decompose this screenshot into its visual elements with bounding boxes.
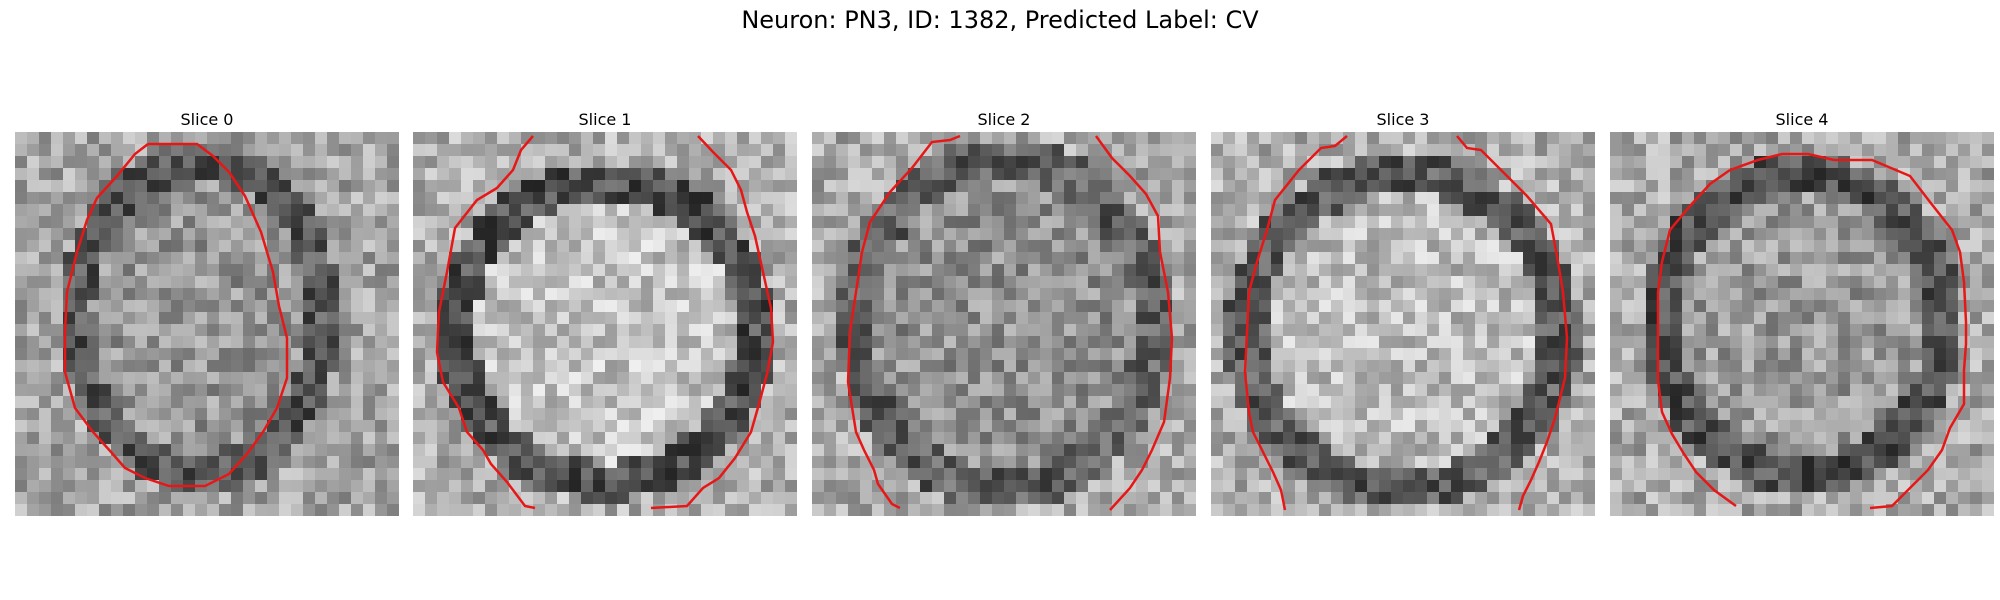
slice-panel-0: Slice 0: [15, 108, 399, 516]
slice-image: [15, 132, 399, 516]
slice-title: Slice 1: [578, 110, 632, 129]
microscopy-image: [812, 132, 1196, 516]
segmentation-contour: [1243, 135, 1569, 511]
slice-title: Slice 3: [1376, 110, 1430, 129]
figure-title: Neuron: PN3, ID: 1382, Predicted Label: …: [741, 6, 1259, 34]
slice-image: [812, 132, 1196, 516]
slice-title: Slice 2: [977, 110, 1031, 129]
slice-panel-2: Slice 2: [812, 108, 1196, 516]
segmentation-contour: [846, 134, 1174, 511]
segmentation-contour: [1656, 152, 1968, 510]
slice-image: [1610, 132, 1994, 516]
microscopy-image: [413, 132, 797, 516]
slice-panel-3: Slice 3: [1211, 108, 1595, 516]
slice-image: [1211, 132, 1595, 516]
slice-panel-4: Slice 4: [1610, 108, 1994, 516]
microscopy-image: [1610, 132, 1994, 516]
microscopy-image: [1211, 132, 1595, 516]
slice-title: Slice 0: [180, 110, 234, 129]
slice-title: Slice 4: [1775, 110, 1829, 129]
slice-panel-1: Slice 1: [413, 108, 797, 516]
slice-image: [413, 132, 797, 516]
segmentation-contour: [63, 142, 289, 488]
microscopy-image: [15, 132, 399, 516]
segmentation-contour: [435, 135, 775, 510]
